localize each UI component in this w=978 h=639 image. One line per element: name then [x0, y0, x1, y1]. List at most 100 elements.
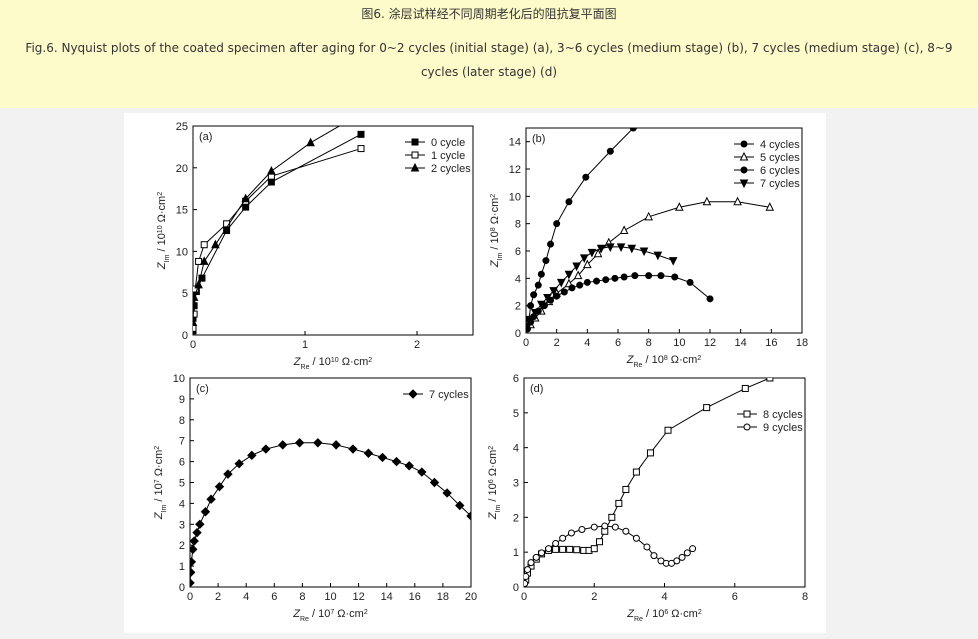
x-axis-label-part: Re	[301, 364, 310, 371]
marker	[190, 544, 198, 555]
marker	[583, 259, 592, 269]
legend-marker	[743, 410, 751, 418]
marker	[556, 278, 566, 288]
marker	[572, 262, 581, 272]
marker	[206, 494, 216, 504]
x-tick-label: 14	[735, 337, 747, 349]
x-tick-label: 0	[190, 339, 196, 351]
marker	[241, 193, 250, 203]
marker	[193, 314, 197, 322]
y-axis-label-part: 10	[157, 225, 164, 233]
y-tick-label: 20	[176, 163, 188, 175]
marker	[632, 468, 640, 476]
x-tick-label: 2	[414, 339, 420, 351]
plot-area	[524, 378, 774, 587]
y-axis-label-part: 2	[157, 192, 164, 196]
marker	[590, 523, 598, 531]
marker	[195, 257, 203, 265]
y-tick-label: 12	[509, 164, 521, 176]
marker	[608, 513, 616, 521]
y-tick-label: 4	[179, 498, 185, 510]
y-tick-label: 7	[179, 436, 185, 448]
marker	[278, 440, 288, 450]
marker	[527, 559, 535, 567]
x-axis-label-part: Re	[633, 362, 642, 369]
y-tick-label: 10	[173, 373, 185, 385]
marker	[524, 580, 529, 587]
legend-marker	[743, 423, 751, 431]
x-axis-label-part: / 10	[643, 608, 664, 620]
y-tick-label: 6	[179, 457, 185, 469]
x-axis-label-part: Ω·cm	[339, 356, 369, 368]
marker	[552, 539, 560, 547]
marker	[331, 440, 341, 450]
y-axis-label-part: Im	[161, 504, 168, 512]
y-axis-label-part: / 10	[487, 483, 499, 504]
x-tick-label: 4	[584, 337, 590, 349]
caption-band: 图6. 涂层试样经不同周期老化后的阻抗复平面图 Fig.6. Nyquist p…	[0, 0, 978, 108]
y-axis-label-part: Z	[153, 511, 165, 520]
marker	[646, 449, 654, 457]
y-axis-label-part: Ω·cm	[153, 450, 165, 480]
x-axis-label-part: 2	[698, 609, 702, 616]
marker	[631, 272, 639, 280]
caption-cn: 图6. 涂层试样经不同周期老化后的阻抗复平面图	[361, 7, 617, 21]
marker	[683, 549, 691, 557]
marker	[348, 444, 358, 454]
marker	[593, 277, 601, 285]
marker	[602, 276, 610, 284]
y-axis-label: ZIm / 107 Ω·cm2	[153, 446, 168, 520]
x-axis-label-part: 7	[330, 609, 334, 616]
marker	[190, 567, 196, 578]
legend-label: 2 cycles	[431, 163, 471, 175]
marker	[616, 243, 626, 253]
marker	[193, 292, 199, 301]
x-tick-label: 8	[802, 591, 808, 603]
legend-marker	[411, 138, 419, 146]
x-axis-label-part: 8	[664, 355, 668, 362]
marker	[247, 450, 257, 461]
y-tick-label: 0	[182, 330, 188, 342]
marker	[195, 519, 205, 530]
plot-frame	[525, 127, 803, 334]
marker	[267, 178, 275, 186]
marker	[601, 522, 609, 530]
legend-marker	[739, 179, 749, 189]
y-axis-label-part: Ω·cm	[489, 198, 501, 228]
marker	[644, 211, 653, 221]
x-axis-label-part: Z	[626, 608, 635, 620]
marker	[664, 426, 672, 434]
series-line	[190, 442, 471, 583]
x-axis-label-part: Ω·cm	[668, 608, 698, 620]
x-axis-label: ZRe / 106 Ω·cm2	[626, 608, 702, 623]
marker	[559, 534, 567, 542]
marker	[223, 469, 233, 479]
marker	[627, 244, 637, 254]
y-tick-label: 10	[176, 246, 188, 258]
figure-background	[124, 113, 826, 633]
y-axis-label-part: Ω·cm	[156, 196, 168, 226]
marker	[645, 272, 653, 280]
y-tick-label: 14	[509, 137, 521, 149]
y-axis-label-part: Im	[495, 504, 502, 512]
marker	[542, 257, 550, 265]
marker	[194, 279, 203, 289]
marker	[455, 500, 465, 511]
y-tick-label: 5	[513, 408, 519, 420]
caption-en: Fig.6. Nyquist plots of the coated speci…	[25, 41, 953, 79]
y-axis-label-part: / 10	[489, 231, 501, 252]
y-axis-label: ZIm / 106 Ω·cm2	[487, 446, 502, 520]
marker	[527, 302, 535, 310]
marker	[242, 203, 250, 211]
marker	[568, 284, 576, 292]
marker	[706, 295, 714, 303]
x-tick-label: 6	[271, 591, 277, 603]
x-tick-label: 8	[299, 591, 305, 603]
marker	[639, 247, 649, 257]
marker	[675, 202, 684, 211]
marker	[671, 273, 679, 281]
marker	[200, 241, 208, 249]
